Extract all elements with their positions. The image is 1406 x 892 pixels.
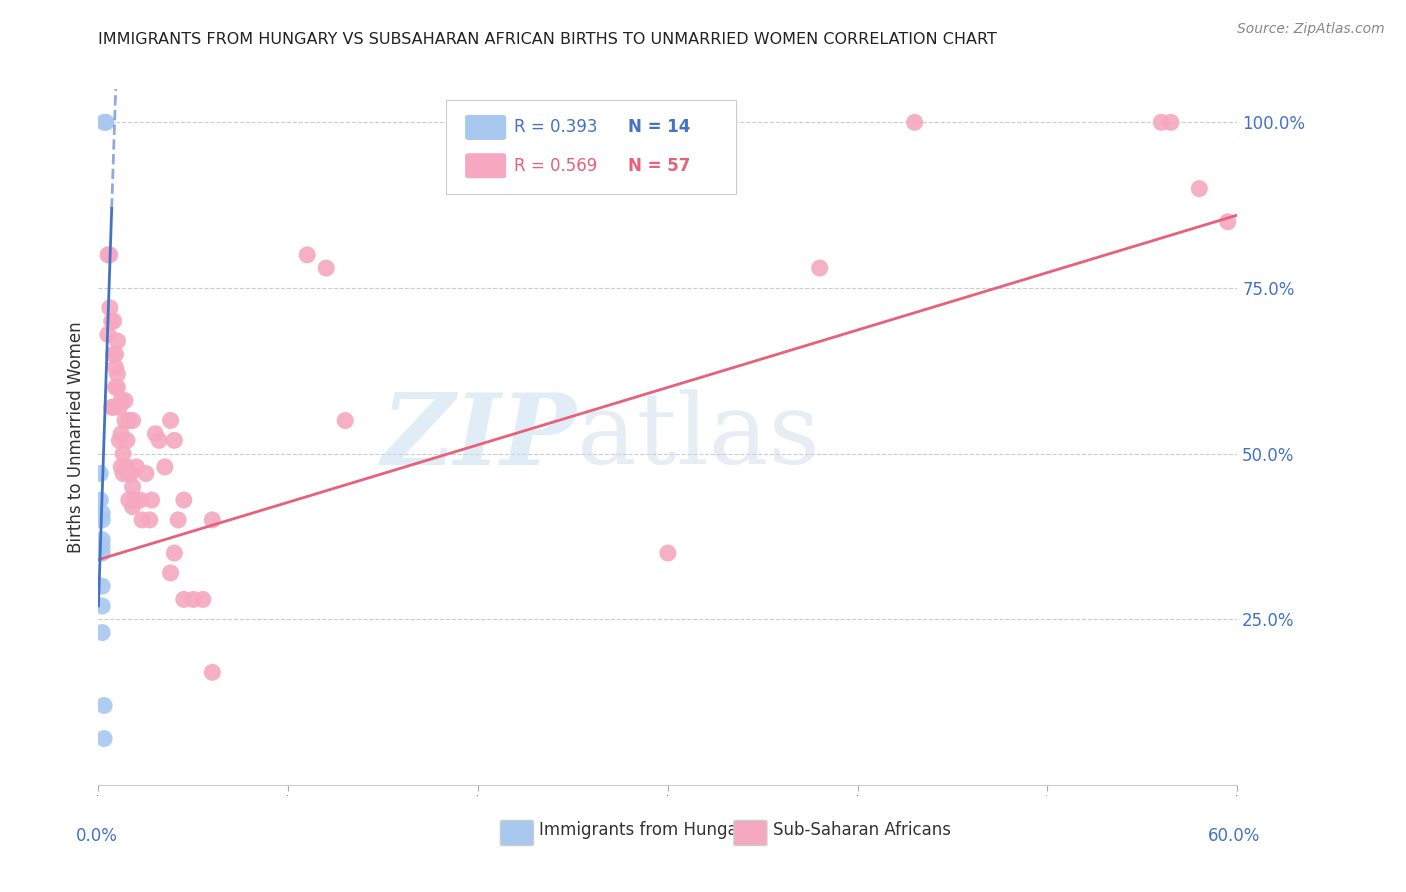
Point bbox=[114, 393, 136, 408]
Point bbox=[91, 540, 114, 554]
Point bbox=[120, 467, 142, 481]
FancyBboxPatch shape bbox=[465, 115, 506, 140]
Point bbox=[115, 434, 138, 448]
Point bbox=[94, 115, 117, 129]
Point bbox=[145, 426, 167, 441]
Point bbox=[163, 434, 186, 448]
Point bbox=[138, 513, 160, 527]
Point bbox=[129, 493, 152, 508]
Point bbox=[107, 334, 129, 348]
Point bbox=[91, 579, 114, 593]
Point bbox=[148, 434, 170, 448]
Point bbox=[159, 566, 181, 580]
Text: ZIP: ZIP bbox=[382, 389, 576, 485]
Point bbox=[103, 347, 125, 361]
Point bbox=[163, 546, 186, 560]
Point bbox=[1188, 181, 1211, 195]
Point bbox=[103, 314, 125, 328]
FancyBboxPatch shape bbox=[465, 153, 506, 178]
Point bbox=[89, 493, 111, 508]
Point bbox=[173, 592, 195, 607]
Point bbox=[98, 301, 121, 315]
Point bbox=[167, 513, 190, 527]
Point bbox=[297, 248, 319, 262]
Point bbox=[91, 546, 114, 560]
Point bbox=[91, 506, 114, 520]
Point bbox=[1160, 115, 1182, 129]
Point bbox=[89, 467, 111, 481]
Point bbox=[183, 592, 205, 607]
Point bbox=[110, 393, 132, 408]
Point bbox=[125, 459, 148, 474]
Point bbox=[118, 467, 141, 481]
Point bbox=[904, 115, 927, 129]
Text: R = 0.569: R = 0.569 bbox=[515, 157, 598, 175]
Point bbox=[97, 327, 120, 342]
Point bbox=[657, 546, 679, 560]
Text: N = 14: N = 14 bbox=[628, 119, 690, 136]
Point bbox=[110, 426, 132, 441]
Point bbox=[112, 467, 135, 481]
Point bbox=[115, 459, 138, 474]
Point bbox=[93, 731, 115, 746]
Text: R = 0.393: R = 0.393 bbox=[515, 119, 598, 136]
Point bbox=[103, 401, 125, 415]
Point bbox=[159, 413, 181, 427]
Point bbox=[191, 592, 214, 607]
Point bbox=[118, 493, 141, 508]
Point bbox=[104, 347, 127, 361]
Text: Sub-Saharan Africans: Sub-Saharan Africans bbox=[773, 822, 950, 839]
Text: 0.0%: 0.0% bbox=[76, 827, 118, 845]
Text: Immigrants from Hungary: Immigrants from Hungary bbox=[538, 822, 755, 839]
Point bbox=[91, 513, 114, 527]
Point bbox=[104, 360, 127, 375]
Point bbox=[121, 500, 143, 514]
Text: Source: ZipAtlas.com: Source: ZipAtlas.com bbox=[1237, 22, 1385, 37]
Point bbox=[108, 401, 131, 415]
Point bbox=[121, 480, 143, 494]
Point bbox=[141, 493, 163, 508]
Point bbox=[108, 434, 131, 448]
Point bbox=[100, 401, 122, 415]
Point bbox=[153, 459, 176, 474]
Point bbox=[118, 413, 141, 427]
Point bbox=[1216, 215, 1239, 229]
Text: IMMIGRANTS FROM HUNGARY VS SUBSAHARAN AFRICAN BIRTHS TO UNMARRIED WOMEN CORRELAT: IMMIGRANTS FROM HUNGARY VS SUBSAHARAN AF… bbox=[98, 32, 997, 47]
Point bbox=[173, 493, 195, 508]
Point bbox=[335, 413, 357, 427]
Point bbox=[1150, 115, 1173, 129]
Point bbox=[124, 493, 146, 508]
Point bbox=[93, 115, 115, 129]
Point bbox=[135, 467, 157, 481]
Point bbox=[107, 380, 129, 394]
Text: atlas: atlas bbox=[576, 389, 820, 485]
Point bbox=[201, 513, 224, 527]
Point bbox=[808, 261, 831, 276]
Point bbox=[114, 413, 136, 427]
Point bbox=[201, 665, 224, 680]
FancyBboxPatch shape bbox=[446, 100, 737, 194]
Point bbox=[315, 261, 337, 276]
Point bbox=[107, 367, 129, 381]
Point bbox=[93, 698, 115, 713]
Point bbox=[91, 625, 114, 640]
Point bbox=[121, 413, 143, 427]
Point bbox=[100, 314, 122, 328]
Point bbox=[112, 447, 135, 461]
Point bbox=[104, 380, 127, 394]
Point bbox=[91, 533, 114, 547]
Point bbox=[91, 599, 114, 613]
Y-axis label: Births to Unmarried Women: Births to Unmarried Women bbox=[66, 321, 84, 553]
Point bbox=[131, 513, 153, 527]
FancyBboxPatch shape bbox=[734, 821, 766, 846]
Text: N = 57: N = 57 bbox=[628, 157, 690, 175]
Text: 60.0%: 60.0% bbox=[1208, 827, 1260, 845]
Point bbox=[97, 248, 120, 262]
Point bbox=[110, 459, 132, 474]
FancyBboxPatch shape bbox=[501, 821, 533, 846]
Point bbox=[98, 248, 121, 262]
